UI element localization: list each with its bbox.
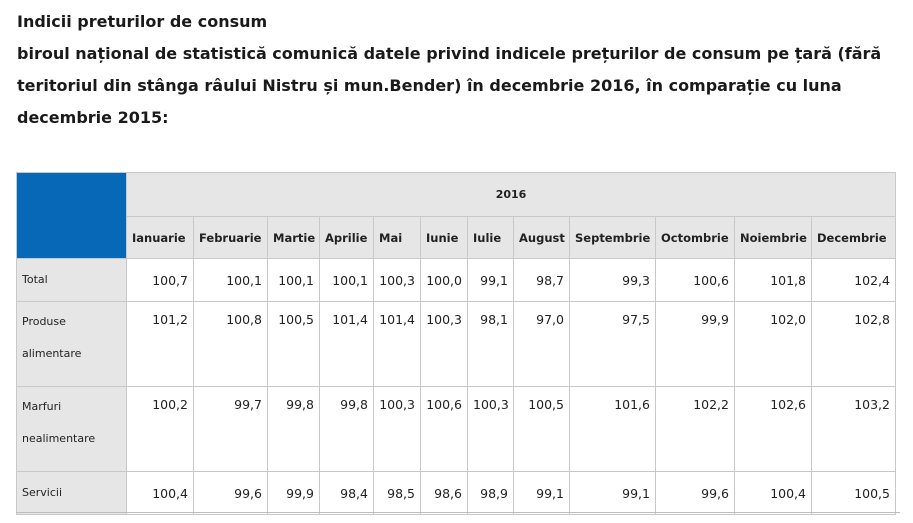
corner-cell	[16, 172, 127, 259]
value-cell: 100,5	[811, 471, 896, 515]
value-cell: 101,4	[319, 301, 374, 387]
value-cell: 100,1	[267, 258, 320, 302]
value-cell: 99,7	[193, 386, 268, 472]
row-label-text: Produse	[22, 315, 66, 328]
month-header: Aprilie	[319, 216, 374, 259]
cpi-table-container: 2016 Ianuarie Februarie Martie Aprilie M…	[16, 172, 896, 515]
value-cell: 100,3	[373, 258, 421, 302]
value-cell: 98,5	[373, 471, 421, 515]
value-cell: 103,2	[811, 386, 896, 472]
month-header: Noiembrie	[734, 216, 812, 259]
value-cell: 100,4	[126, 471, 194, 515]
month-header: August	[513, 216, 570, 259]
year-header-row: 2016	[16, 172, 896, 259]
value-cell: 99,9	[655, 301, 735, 387]
row-label-text: nealimentare	[22, 432, 96, 445]
value-cell: 100,5	[267, 301, 320, 387]
row-label: Total	[16, 258, 127, 302]
value-cell: 102,6	[734, 386, 812, 472]
table-row: Produse alimentare 101,2 100,8 100,5 101,…	[16, 301, 896, 387]
value-cell: 101,8	[734, 258, 812, 302]
table-row: Marfuri nealimentare 100,2 99,7 99,8 99,8…	[16, 386, 896, 472]
value-cell: 102,0	[734, 301, 812, 387]
value-cell: 99,6	[193, 471, 268, 515]
table-row: Total 100,7 100,1 100,1 100,1 100,3 100,…	[16, 258, 896, 302]
value-cell: 100,6	[655, 258, 735, 302]
value-cell: 99,1	[513, 471, 570, 515]
heading-line-3: decembrie 2015:	[17, 108, 169, 127]
heading-line-2: teritoriul din stânga râului Nistru și m…	[17, 76, 842, 95]
month-header: Februarie	[193, 216, 268, 259]
row-label-text: Marfuri	[22, 400, 62, 413]
row-label-text: alimentare	[22, 347, 82, 360]
value-cell: 97,5	[569, 301, 656, 387]
month-header: Septembrie	[569, 216, 656, 259]
value-cell: 100,0	[420, 258, 468, 302]
row-label: Produse alimentare	[16, 301, 127, 387]
value-cell: 99,8	[319, 386, 374, 472]
value-cell: 100,2	[126, 386, 194, 472]
value-cell: 99,3	[569, 258, 656, 302]
bottom-divider	[16, 512, 900, 513]
cpi-table: 2016 Ianuarie Februarie Martie Aprilie M…	[16, 172, 896, 515]
row-label-text: Servicii	[22, 486, 62, 499]
month-header-row: Ianuarie Februarie Martie Aprilie Mai Iu…	[17, 216, 896, 259]
month-header: Martie	[267, 216, 320, 259]
value-cell: 101,2	[126, 301, 194, 387]
heading-line-1: biroul național de statistică comunică d…	[17, 44, 882, 63]
value-cell: 100,1	[319, 258, 374, 302]
value-cell: 102,4	[811, 258, 896, 302]
value-cell: 98,4	[319, 471, 374, 515]
row-label-text: Total	[22, 273, 48, 286]
value-cell: 99,6	[655, 471, 735, 515]
value-cell: 102,2	[655, 386, 735, 472]
value-cell: 100,5	[513, 386, 570, 472]
value-cell: 100,8	[193, 301, 268, 387]
value-cell: 100,6	[420, 386, 468, 472]
month-header: Iulie	[467, 216, 514, 259]
year-header: 2016	[126, 172, 896, 217]
value-cell: 99,1	[467, 258, 514, 302]
month-header: Octombrie	[655, 216, 735, 259]
article-heading: Indicii preturilor de consum biroul nați…	[17, 6, 897, 134]
value-cell: 100,4	[734, 471, 812, 515]
value-cell: 102,8	[811, 301, 896, 387]
value-cell: 100,1	[193, 258, 268, 302]
month-header: Decembrie	[811, 216, 896, 259]
value-cell: 100,3	[373, 386, 421, 472]
month-header: Ianuarie	[126, 216, 194, 259]
value-cell: 101,6	[569, 386, 656, 472]
value-cell: 98,7	[513, 258, 570, 302]
value-cell: 99,8	[267, 386, 320, 472]
value-cell: 98,9	[467, 471, 514, 515]
value-cell: 97,0	[513, 301, 570, 387]
value-cell: 100,3	[420, 301, 468, 387]
value-cell: 100,7	[126, 258, 194, 302]
table-row: Servicii 100,4 99,6 99,9 98,4 98,5 98,6 …	[16, 471, 896, 515]
month-header: Mai	[373, 216, 421, 259]
value-cell: 101,4	[373, 301, 421, 387]
heading-title: Indicii preturilor de consum	[17, 12, 268, 31]
month-header: Iunie	[420, 216, 468, 259]
value-cell: 100,3	[467, 386, 514, 472]
value-cell: 99,9	[267, 471, 320, 515]
row-label: Marfuri nealimentare	[16, 386, 127, 472]
row-label: Servicii	[16, 471, 127, 515]
value-cell: 98,6	[420, 471, 468, 515]
value-cell: 98,1	[467, 301, 514, 387]
value-cell: 99,1	[569, 471, 656, 515]
